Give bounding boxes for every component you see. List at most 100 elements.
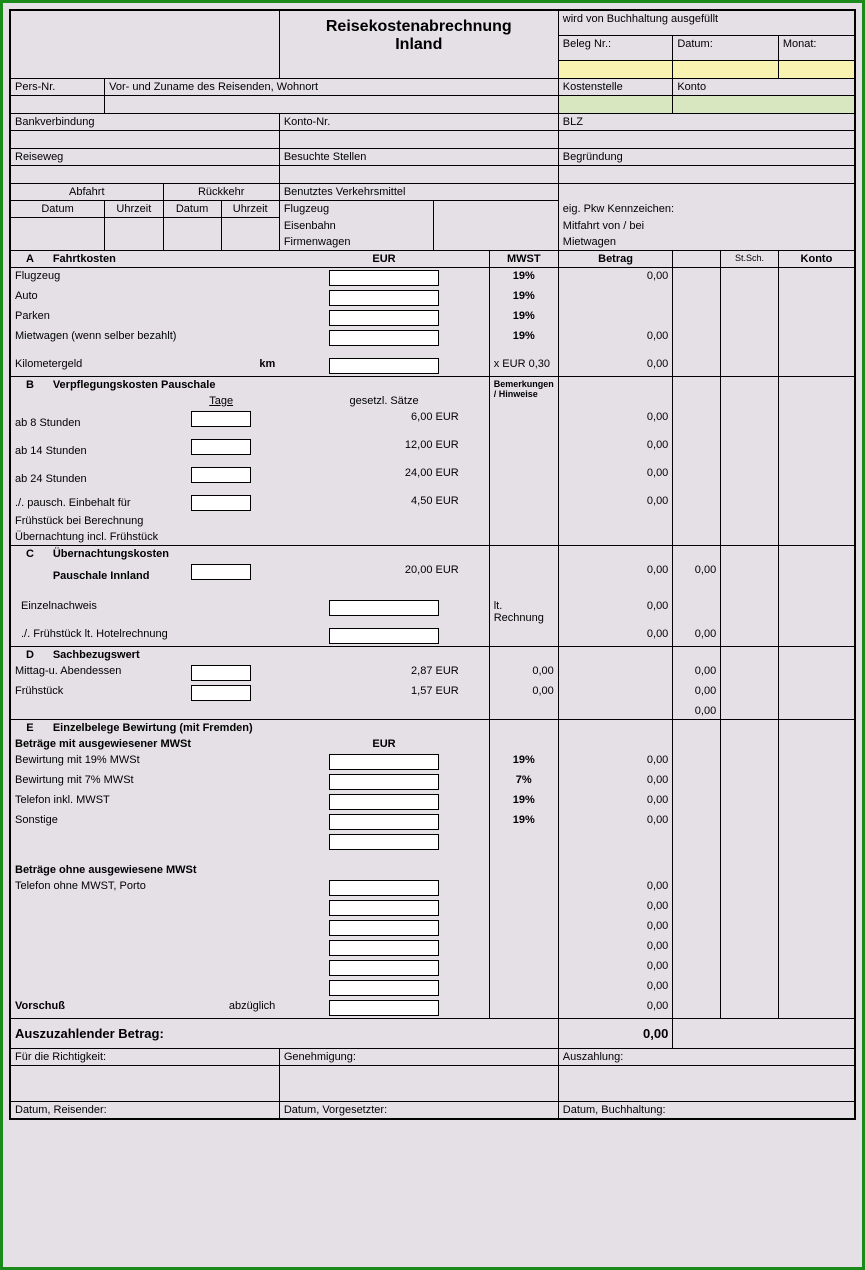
page: Reisekostenabrechnung Inland wird von Bu… xyxy=(0,0,865,1270)
e-sub1: Beträge mit ausgewiesener MWSt xyxy=(11,736,280,752)
input-eisenbahn[interactable] xyxy=(433,218,558,234)
input-datum[interactable] xyxy=(673,61,779,79)
input-konto[interactable] xyxy=(673,96,855,114)
e-vorschuss-label: Vorschuß xyxy=(11,998,164,1019)
input-bank[interactable] xyxy=(11,131,280,149)
section-e-letter: E xyxy=(11,719,49,736)
b-row2-input[interactable] xyxy=(191,467,251,483)
b-row1-label: ab 14 Stunden xyxy=(11,437,164,465)
a-row1-betrag xyxy=(558,288,673,308)
e-novat-v4: 0,00 xyxy=(558,958,673,978)
title-line1: Reisekostenabrechnung xyxy=(284,18,554,36)
c-frueh-betrag2: 0,00 xyxy=(673,626,721,647)
e-novat-input5[interactable] xyxy=(329,980,439,996)
section-c-letter: C xyxy=(11,545,49,562)
e-row3-label: Sonstige xyxy=(11,812,280,832)
label-kontonr: Konto-Nr. xyxy=(279,114,558,131)
label-mietwagen: Mietwagen xyxy=(558,234,854,251)
footer-sign1[interactable] xyxy=(11,1065,280,1101)
a-km-rate: x EUR 0,30 xyxy=(489,356,558,377)
input-persnr[interactable] xyxy=(11,96,105,114)
e-row0-label: Bewirtung mit 19% MWSt xyxy=(11,752,280,772)
a-row1-mwst: 19% xyxy=(489,288,558,308)
input-monat[interactable] xyxy=(778,61,854,79)
e-abzueglich: abzüglich xyxy=(163,998,279,1019)
footer-sign2[interactable] xyxy=(279,1065,558,1101)
input-flugzeug[interactable] xyxy=(433,201,558,218)
a-km-label: Kilometergeld xyxy=(11,356,164,377)
a-km-input[interactable] xyxy=(329,358,439,374)
b-row0-input[interactable] xyxy=(191,411,251,427)
e-novat-input4[interactable] xyxy=(329,960,439,976)
a-row3-label: Mietwagen (wenn selber bezahlt) xyxy=(11,328,280,348)
c-pauschale-input[interactable] xyxy=(191,564,251,580)
b-row3-rate: 4,50 EUR xyxy=(279,493,489,513)
a-row0-input[interactable] xyxy=(329,270,439,286)
e-novat-input1[interactable] xyxy=(329,900,439,916)
input-abfahrt-datum[interactable] xyxy=(11,218,105,251)
input-blz[interactable] xyxy=(558,131,854,149)
a-row1-input[interactable] xyxy=(329,290,439,306)
section-e-title: Einzelbelege Bewirtung (mit Fremden) xyxy=(49,719,489,736)
e-row1-label: Bewirtung mit 7% MWSt xyxy=(11,772,280,792)
e-row1-input[interactable] xyxy=(329,774,439,790)
d-sum: 0,00 xyxy=(673,703,721,720)
footer-datum-buchhaltung: Datum, Buchhaltung: xyxy=(558,1101,854,1118)
e-vorschuss-input[interactable] xyxy=(329,1000,439,1016)
d-row1-rate: 2,87 EUR xyxy=(279,663,489,683)
input-kontonr[interactable] xyxy=(279,131,558,149)
input-abfahrt-uhrzeit[interactable] xyxy=(105,218,163,251)
label-reiseweg: Reiseweg xyxy=(11,149,280,166)
label-rueckkehr: Rückkehr xyxy=(163,184,279,201)
section-b-letter: B xyxy=(11,376,49,393)
label-firmenwagen: Firmenwagen xyxy=(279,234,433,251)
label-eisenbahn: Eisenbahn xyxy=(279,218,433,234)
label-monat: Monat: xyxy=(778,36,854,61)
footer-sign3[interactable] xyxy=(558,1065,854,1101)
d-row1-val1: 0,00 xyxy=(489,663,558,683)
a-row2-input[interactable] xyxy=(329,310,439,326)
d-row2-val2: 0,00 xyxy=(673,683,721,703)
label-rueckkehr-datum: Datum xyxy=(163,201,221,218)
e-novat-input0[interactable] xyxy=(329,880,439,896)
d-row1-label: Mittag-u. Abendessen xyxy=(11,663,164,683)
e-novat-input2[interactable] xyxy=(329,920,439,936)
input-begruendung[interactable] xyxy=(558,166,854,184)
section-a-eur: EUR xyxy=(279,250,489,267)
input-besuchte[interactable] xyxy=(279,166,558,184)
e-row0-mwst: 19% xyxy=(489,752,558,772)
c-frueh-input[interactable] xyxy=(329,628,439,644)
a-row3-input[interactable] xyxy=(329,330,439,346)
input-firmenwagen[interactable] xyxy=(433,234,558,251)
b-row2-label: ab 24 Stunden xyxy=(11,465,164,493)
label-abfahrt: Abfahrt xyxy=(11,184,164,201)
input-reiseweg[interactable] xyxy=(11,166,280,184)
section-b-gesetzl: gesetzl. Sätze xyxy=(279,393,489,409)
d-row1-input[interactable] xyxy=(191,665,251,681)
input-kostenstelle[interactable] xyxy=(558,96,673,114)
footer-datum-vorgesetzter: Datum, Vorgesetzter: xyxy=(279,1101,558,1118)
e-row4-input[interactable] xyxy=(329,834,439,850)
footer-auszahlung: Auszahlung: xyxy=(558,1048,854,1065)
input-name[interactable] xyxy=(105,96,559,114)
input-rueckkehr-datum[interactable] xyxy=(163,218,221,251)
e-row0-input[interactable] xyxy=(329,754,439,770)
input-belegnr[interactable] xyxy=(558,61,673,79)
label-mitfahrt: Mitfahrt von / bei xyxy=(558,218,854,234)
a-row2-label: Parken xyxy=(11,308,280,328)
e-novat-v5: 0,00 xyxy=(558,978,673,998)
e-row3-input[interactable] xyxy=(329,814,439,830)
e-row2-input[interactable] xyxy=(329,794,439,810)
label-blz: BLZ xyxy=(558,114,854,131)
d-row2-input[interactable] xyxy=(191,685,251,701)
a-row1-label: Auto xyxy=(11,288,280,308)
input-rueckkehr-uhrzeit[interactable] xyxy=(221,218,279,251)
section-b-bemerkungen: Bemerkungen / Hinweise xyxy=(489,376,558,409)
c-einzel-input[interactable] xyxy=(329,600,439,616)
b-row2-rate: 24,00 EUR xyxy=(279,465,489,493)
summary-label: Auszuzahlender Betrag: xyxy=(11,1018,490,1048)
b-row3-input[interactable] xyxy=(191,495,251,511)
e-novat-input3[interactable] xyxy=(329,940,439,956)
a-row2-mwst: 19% xyxy=(489,308,558,328)
b-row1-input[interactable] xyxy=(191,439,251,455)
